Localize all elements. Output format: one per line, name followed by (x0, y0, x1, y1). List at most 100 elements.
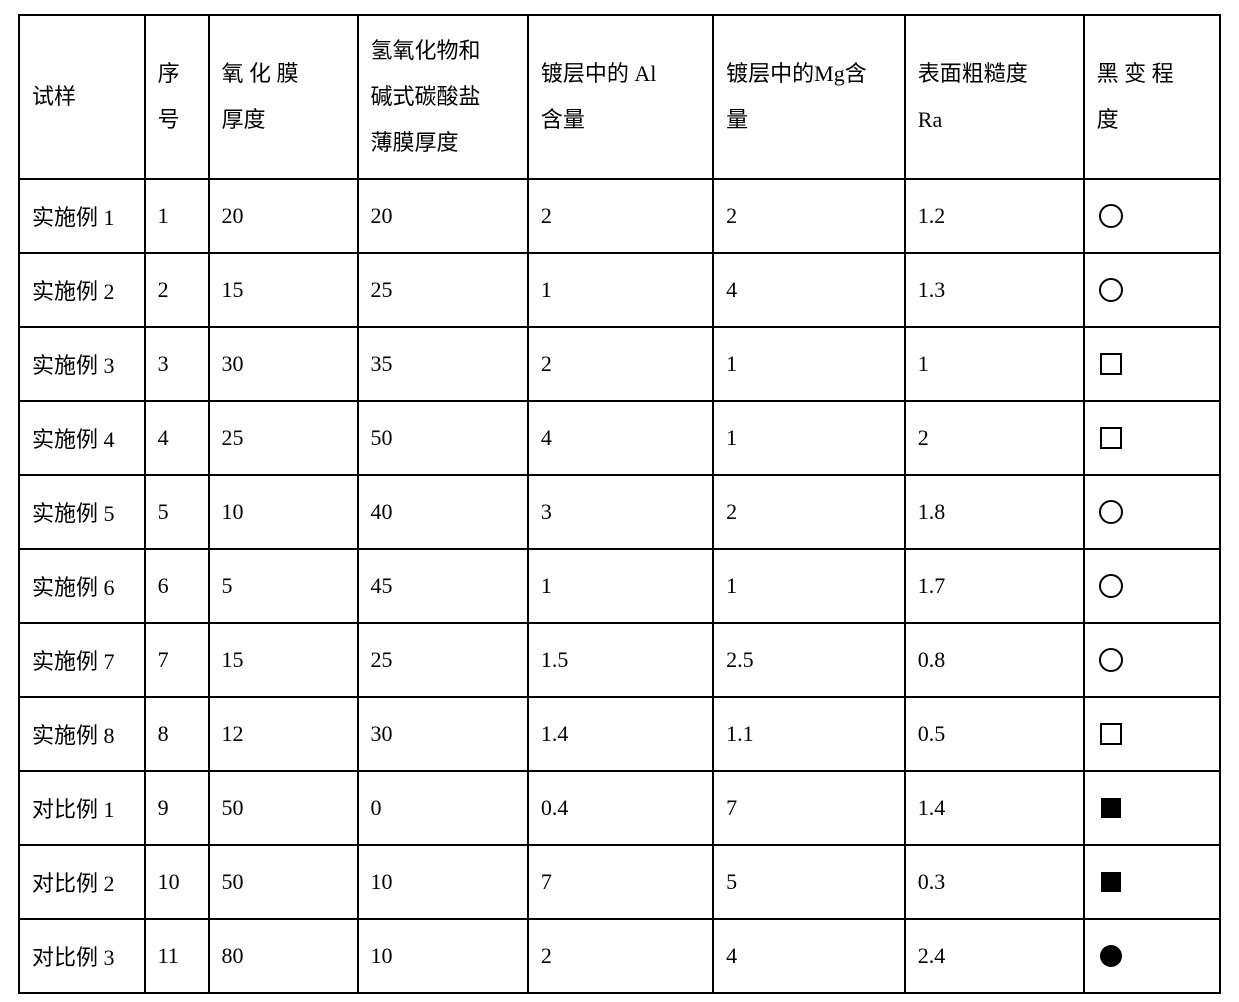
cell-seq: 10 (145, 845, 209, 919)
col-header-ra: 表面粗糙度 Ra (905, 15, 1084, 179)
cell-hydroxide: 50 (358, 401, 528, 475)
cell-hydroxide: 25 (358, 253, 528, 327)
cell-ra: 2 (905, 401, 1084, 475)
cell-oxide: 50 (209, 845, 358, 919)
cell-black-symbol (1084, 623, 1220, 697)
cell-mg: 5 (713, 845, 905, 919)
col-header-al: 镀层中的 Al 含量 (528, 15, 713, 179)
cell-seq: 5 (145, 475, 209, 549)
table-row: 对比例 3118010242.4 (19, 919, 1220, 993)
table-row: 实施例 112020221.2 (19, 179, 1220, 253)
header-text: 序 (158, 51, 196, 97)
cell-seq: 2 (145, 253, 209, 327)
cell-hydroxide: 10 (358, 919, 528, 993)
cell-al: 1 (528, 253, 713, 327)
cell-sample: 实施例 8 (19, 697, 145, 771)
cell-sample: 实施例 6 (19, 549, 145, 623)
cell-seq: 9 (145, 771, 209, 845)
col-header-seq: 序 号 (145, 15, 209, 179)
cell-oxide: 12 (209, 697, 358, 771)
cell-hydroxide: 40 (358, 475, 528, 549)
cell-sample: 实施例 7 (19, 623, 145, 697)
data-table: 试样 序 号 氧 化 膜 厚度 氢氧化物和 碱式碳酸盐 薄膜厚度 镀层中的 Al (18, 14, 1221, 994)
header-text: 表面粗糙度 (918, 51, 1071, 97)
cell-mg: 4 (713, 919, 905, 993)
page: 试样 序 号 氧 化 膜 厚度 氢氧化物和 碱式碳酸盐 薄膜厚度 镀层中的 Al (0, 0, 1239, 1002)
cell-black-symbol (1084, 549, 1220, 623)
filled_square-icon (1097, 868, 1207, 896)
header-text: 试样 (32, 74, 132, 120)
cell-ra: 0.3 (905, 845, 1084, 919)
cell-sample: 实施例 3 (19, 327, 145, 401)
cell-oxide: 25 (209, 401, 358, 475)
cell-ra: 1.3 (905, 253, 1084, 327)
header-text: 氧 化 膜 (222, 51, 345, 97)
cell-oxide: 15 (209, 253, 358, 327)
cell-mg: 2 (713, 475, 905, 549)
cell-ra: 1.8 (905, 475, 1084, 549)
cell-black-symbol (1084, 253, 1220, 327)
cell-sample: 实施例 4 (19, 401, 145, 475)
cell-black-symbol (1084, 697, 1220, 771)
open_square-icon (1097, 424, 1207, 452)
cell-hydroxide: 35 (358, 327, 528, 401)
header-text: 镀层中的 Al (541, 51, 700, 97)
table-body: 实施例 112020221.2实施例 221525141.3实施例 333035… (19, 179, 1220, 993)
cell-hydroxide: 20 (358, 179, 528, 253)
cell-al: 2 (528, 919, 713, 993)
header-text: 量 (726, 97, 892, 143)
cell-black-symbol (1084, 771, 1220, 845)
table-row: 实施例 7715251.52.50.8 (19, 623, 1220, 697)
cell-sample: 实施例 2 (19, 253, 145, 327)
cell-seq: 1 (145, 179, 209, 253)
header-text: 碱式碳酸盐 (371, 74, 515, 120)
filled_square-icon (1097, 794, 1207, 822)
col-header-sample: 试样 (19, 15, 145, 179)
cell-hydroxide: 25 (358, 623, 528, 697)
table-row: 实施例 66545111.7 (19, 549, 1220, 623)
cell-oxide: 10 (209, 475, 358, 549)
cell-al: 3 (528, 475, 713, 549)
cell-seq: 4 (145, 401, 209, 475)
cell-black-symbol (1084, 179, 1220, 253)
col-header-mg: 镀层中的Mg含 量 (713, 15, 905, 179)
cell-ra: 1.4 (905, 771, 1084, 845)
cell-oxide: 30 (209, 327, 358, 401)
cell-hydroxide: 30 (358, 697, 528, 771)
cell-al: 1.5 (528, 623, 713, 697)
cell-mg: 1 (713, 401, 905, 475)
cell-black-symbol (1084, 845, 1220, 919)
open_circle-icon (1097, 646, 1207, 674)
cell-al: 4 (528, 401, 713, 475)
cell-ra: 0.5 (905, 697, 1084, 771)
open_circle-icon (1097, 498, 1207, 526)
cell-al: 2 (528, 327, 713, 401)
filled_circle-icon (1097, 942, 1207, 970)
cell-oxide: 15 (209, 623, 358, 697)
header-text: 氢氧化物和 (371, 28, 515, 74)
cell-sample: 实施例 1 (19, 179, 145, 253)
table-header-row: 试样 序 号 氧 化 膜 厚度 氢氧化物和 碱式碳酸盐 薄膜厚度 镀层中的 Al (19, 15, 1220, 179)
open_square-icon (1097, 720, 1207, 748)
table-row: 实施例 333035211 (19, 327, 1220, 401)
cell-seq: 3 (145, 327, 209, 401)
cell-al: 1.4 (528, 697, 713, 771)
cell-seq: 6 (145, 549, 209, 623)
cell-black-symbol (1084, 327, 1220, 401)
cell-ra: 1 (905, 327, 1084, 401)
cell-seq: 7 (145, 623, 209, 697)
cell-oxide: 20 (209, 179, 358, 253)
cell-mg: 1 (713, 327, 905, 401)
open_circle-icon (1097, 572, 1207, 600)
cell-oxide: 50 (209, 771, 358, 845)
header-text: 含量 (541, 97, 700, 143)
open_circle-icon (1097, 202, 1207, 230)
cell-black-symbol (1084, 401, 1220, 475)
table-row: 实施例 442550412 (19, 401, 1220, 475)
cell-ra: 2.4 (905, 919, 1084, 993)
cell-hydroxide: 45 (358, 549, 528, 623)
cell-oxide: 5 (209, 549, 358, 623)
cell-sample: 对比例 1 (19, 771, 145, 845)
cell-al: 2 (528, 179, 713, 253)
table-row: 实施例 8812301.41.10.5 (19, 697, 1220, 771)
